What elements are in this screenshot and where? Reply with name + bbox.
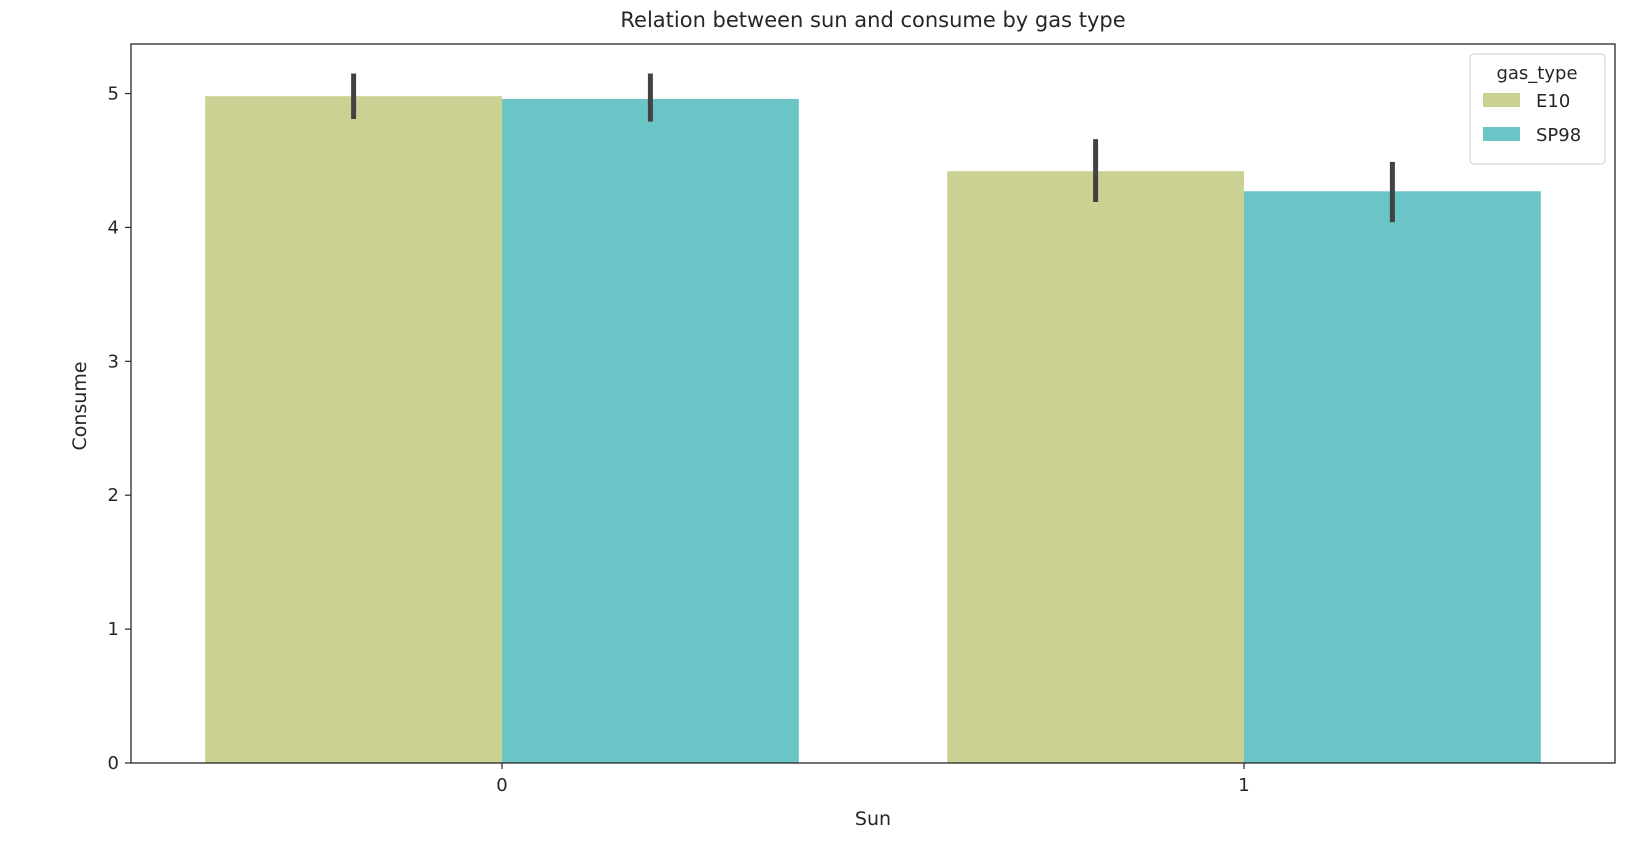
x-tick-label: 0 bbox=[496, 775, 507, 796]
bar-e10-1 bbox=[947, 171, 1244, 763]
y-tick-label: 0 bbox=[108, 753, 119, 774]
y-axis: 0 1 2 3 4 5 bbox=[108, 84, 131, 774]
legend-swatch-e10 bbox=[1483, 93, 1520, 107]
legend-label-sp98: SP98 bbox=[1536, 125, 1581, 146]
y-tick-label: 1 bbox=[108, 619, 119, 640]
y-tick-label: 5 bbox=[108, 84, 119, 105]
y-tick-label: 3 bbox=[108, 351, 119, 372]
legend-title: gas_type bbox=[1496, 63, 1577, 84]
bar-sp98-1 bbox=[1244, 191, 1541, 763]
y-axis-label: Consume bbox=[69, 361, 91, 450]
plot-frame bbox=[130, 43, 1616, 764]
x-tick-label: 1 bbox=[1238, 775, 1249, 796]
bar-e10-0 bbox=[205, 96, 502, 763]
legend-swatch-sp98 bbox=[1483, 127, 1520, 141]
legend: gas_type E10 SP98 bbox=[1469, 53, 1606, 165]
bar-sp98-0 bbox=[502, 98, 799, 764]
legend-label-e10: E10 bbox=[1536, 91, 1570, 112]
errorbars-layer bbox=[351, 73, 1395, 223]
y-tick-label: 4 bbox=[108, 217, 119, 238]
x-axis-label: Sun bbox=[855, 808, 891, 830]
bars-layer bbox=[205, 96, 1541, 764]
y-tick-label: 2 bbox=[108, 485, 119, 506]
chart-title: Relation between sun and consume by gas … bbox=[620, 8, 1125, 32]
